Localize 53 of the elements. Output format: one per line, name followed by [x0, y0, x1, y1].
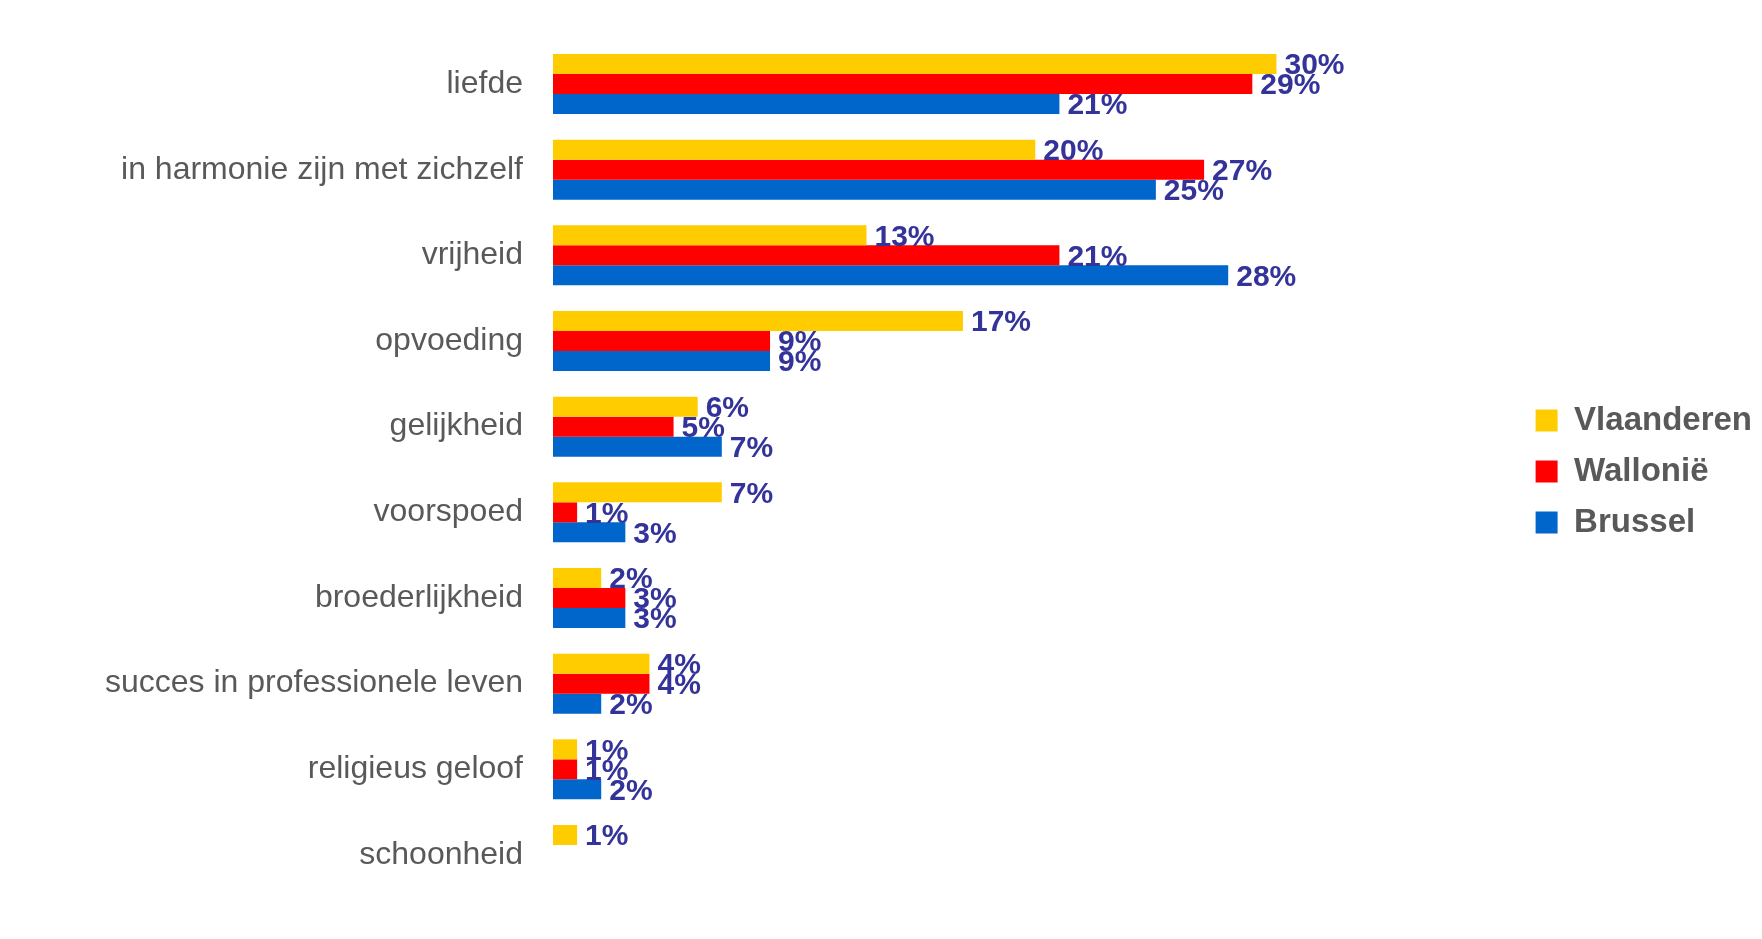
y-tick-label: gelijkheid	[389, 406, 523, 443]
bar	[553, 759, 578, 780]
bar	[553, 311, 963, 332]
data-label: 7%	[729, 475, 774, 509]
data-label: 28%	[1236, 258, 1297, 292]
bar	[553, 502, 578, 523]
data-label: 21%	[1067, 87, 1128, 121]
bar	[553, 568, 602, 588]
bar	[553, 522, 626, 543]
bar	[553, 331, 771, 351]
data-label: 3%	[633, 515, 677, 549]
bar	[553, 416, 674, 437]
bar	[553, 74, 1253, 95]
data-label: 1%	[585, 495, 629, 529]
bar	[553, 351, 771, 371]
y-tick-label: religieus geloof	[307, 749, 524, 786]
data-label: 2%	[609, 686, 653, 720]
bar	[553, 265, 1229, 286]
bar	[553, 225, 867, 246]
bar	[553, 653, 650, 674]
data-label: 7%	[729, 429, 774, 463]
data-label: 20%	[1043, 132, 1104, 166]
bar	[553, 588, 626, 608]
bar	[553, 159, 1205, 180]
data-label: 13%	[874, 218, 935, 252]
y-tick-label: schoonheid	[359, 834, 523, 871]
bar	[553, 482, 722, 503]
y-tick-label: succes in professionele leven	[104, 663, 523, 700]
y-tick-label: opvoeding	[375, 320, 523, 357]
data-label: 17%	[970, 304, 1031, 338]
legend-label: Vlaanderen	[1574, 399, 1753, 437]
y-tick-label: liefde	[446, 63, 523, 100]
y-tick-label: broederlijkheid	[314, 577, 523, 614]
y-tick-label: vrijheid	[421, 235, 523, 272]
legend-label: Wallonië	[1574, 450, 1709, 488]
bar	[553, 673, 650, 694]
bar	[553, 396, 698, 417]
bar	[553, 436, 722, 457]
y-tick-label: in harmonie zijn met zichzelf	[121, 149, 524, 186]
bar	[553, 739, 578, 760]
bar	[553, 94, 1060, 115]
y-tick-label: voorspoed	[373, 492, 523, 529]
bar	[553, 139, 1036, 160]
bar	[553, 607, 626, 628]
bar	[553, 824, 578, 845]
legend-label: Brussel	[1574, 501, 1696, 539]
bar	[553, 245, 1060, 266]
data-label: 1%	[585, 818, 629, 852]
bar	[553, 779, 602, 800]
bar	[553, 179, 1156, 200]
bar	[553, 693, 602, 714]
bar	[553, 54, 1277, 75]
data-label: 21%	[1067, 238, 1128, 272]
